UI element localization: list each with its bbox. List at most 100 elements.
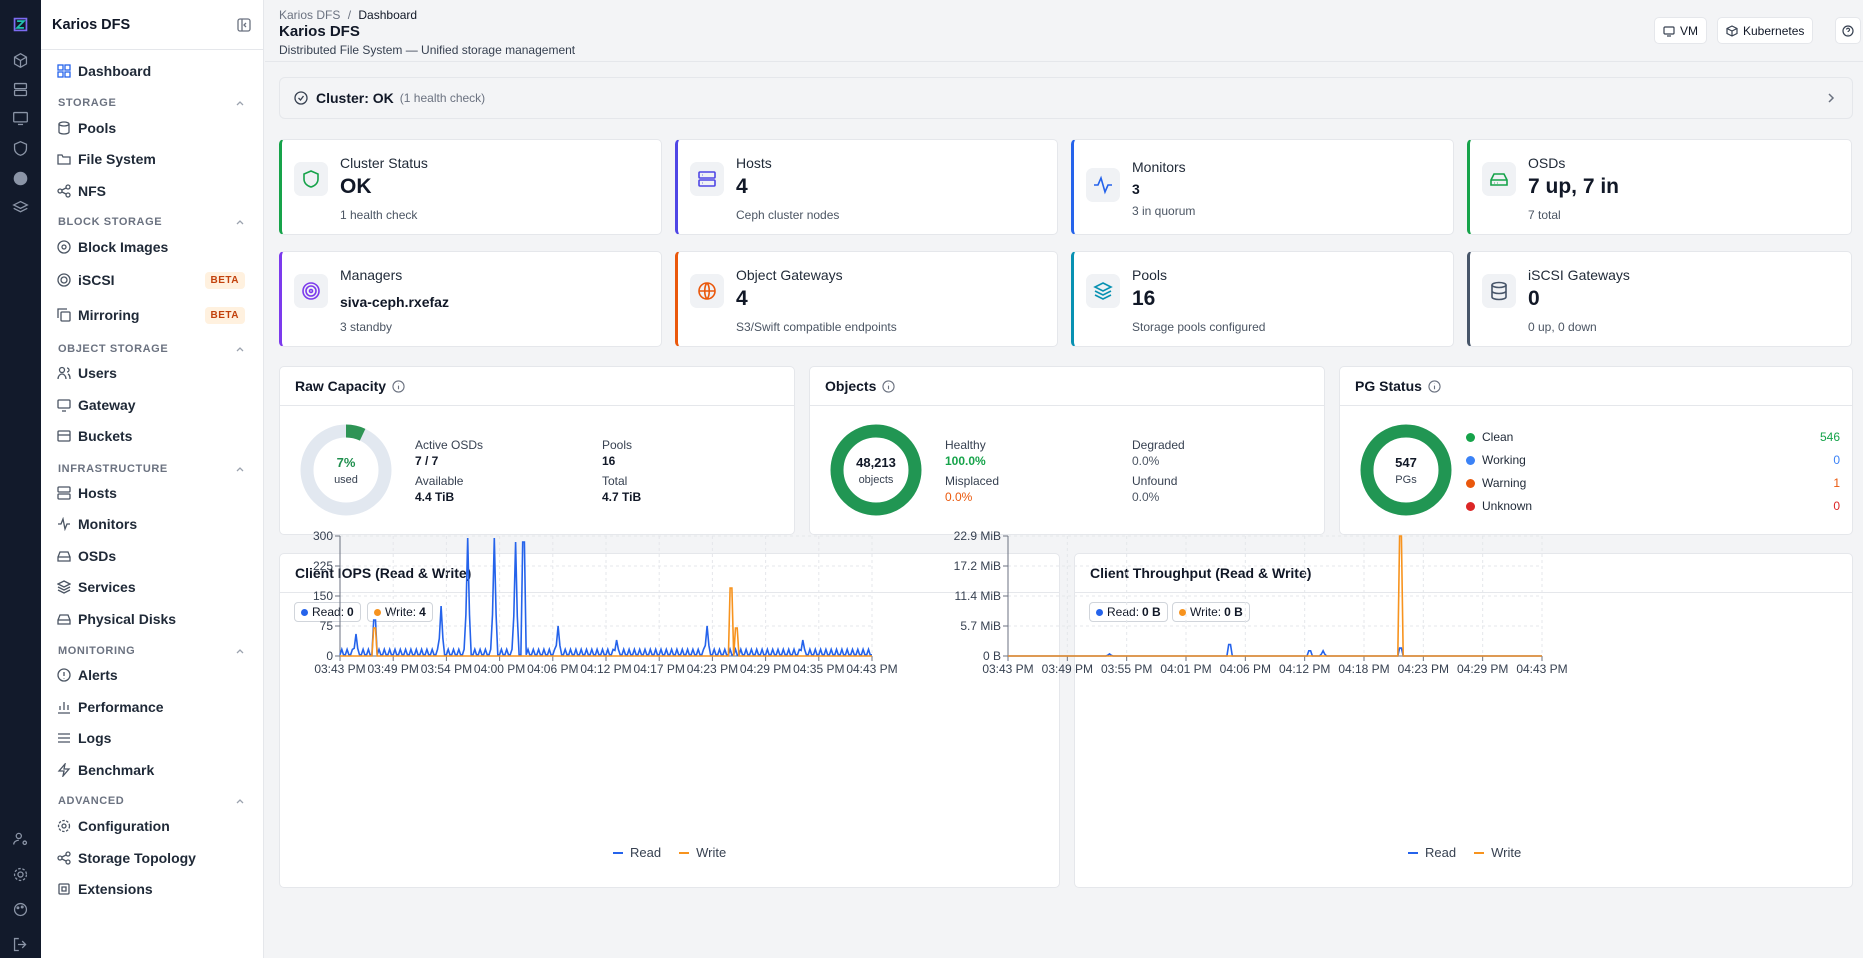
hard-drive-icon bbox=[1482, 162, 1516, 196]
ceph-icon[interactable] bbox=[10, 168, 30, 188]
legend-read-label[interactable]: Read bbox=[630, 845, 662, 860]
info-icon[interactable] bbox=[1428, 379, 1441, 393]
sidebar-item-extensions[interactable]: Extensions bbox=[57, 878, 245, 900]
sidebar-item-file-system[interactable]: File System bbox=[57, 148, 245, 170]
sidebar-item-monitors[interactable]: Monitors bbox=[57, 513, 245, 535]
stat-value: 100.0% bbox=[945, 454, 986, 468]
sidebar-item-iscsi[interactable]: iSCSI BETA bbox=[57, 269, 245, 291]
section-storage[interactable]: STORAGE bbox=[58, 97, 245, 109]
cube-icon[interactable] bbox=[10, 50, 30, 70]
section-block-storage[interactable]: BLOCK STORAGE bbox=[58, 216, 245, 228]
card-value: 16 bbox=[1132, 287, 1156, 310]
active-osds-stat: Active OSDs 7 / 7 bbox=[415, 438, 483, 468]
sidebar-item-gateway[interactable]: Gateway bbox=[57, 394, 245, 416]
health-detail: (1 health check) bbox=[399, 91, 486, 105]
sidebar-item-pools[interactable]: Pools bbox=[57, 117, 245, 139]
sidebar-item-configuration[interactable]: Configuration bbox=[57, 815, 245, 837]
throughput-line-chart: 0 B 5.7 MiB 11.4 MiB 17.2 MiB 22.9 MiB 03:43 … bbox=[954, 529, 1568, 676]
sidebar-item-benchmark[interactable]: Benchmark bbox=[57, 759, 245, 781]
palette-icon[interactable] bbox=[10, 899, 30, 919]
monitor-icon bbox=[57, 398, 71, 412]
card-subtext: Storage pools configured bbox=[1132, 320, 1266, 334]
donut-clean-arc bbox=[1360, 424, 1452, 516]
activity-icon bbox=[57, 517, 71, 531]
section-advanced[interactable]: ADVANCED bbox=[58, 795, 245, 807]
vm-button[interactable]: VM bbox=[1654, 17, 1707, 44]
y-tick-label: 5.7 MiB bbox=[960, 619, 1001, 633]
legend-write-label[interactable]: Write bbox=[1491, 845, 1522, 860]
sidebar-item-nfs[interactable]: NFS bbox=[57, 180, 245, 202]
user-settings-icon[interactable] bbox=[10, 828, 30, 848]
card-label: Managers bbox=[340, 267, 403, 283]
section-infrastructure[interactable]: INFRASTRUCTURE bbox=[58, 463, 245, 475]
legend-write-line bbox=[679, 851, 690, 854]
sidebar-item-buckets[interactable]: Buckets bbox=[57, 425, 245, 447]
sidebar-toggle-icon[interactable] bbox=[236, 17, 252, 33]
activity-icon bbox=[1086, 168, 1120, 202]
iscsi-gateways-card[interactable]: iSCSI Gateways 0 0 up, 0 down bbox=[1467, 251, 1852, 347]
shield-icon[interactable] bbox=[10, 138, 30, 158]
folder-icon bbox=[57, 152, 71, 166]
monitors-card[interactable]: Monitors 3 3 in quorum bbox=[1071, 139, 1454, 235]
sidebar-item-label: OSDs bbox=[78, 548, 117, 564]
logo-icon[interactable] bbox=[10, 14, 30, 34]
kubernetes-button[interactable]: Kubernetes bbox=[1717, 17, 1814, 44]
chip-dot bbox=[374, 608, 381, 616]
osds-card[interactable]: OSDs 7 up, 7 in 7 total bbox=[1467, 139, 1852, 235]
pools-card[interactable]: Pools 16 Storage pools configured bbox=[1071, 251, 1454, 347]
sidebar-item-services[interactable]: Services bbox=[57, 576, 245, 598]
sidebar-item-label: Logs bbox=[78, 730, 112, 746]
sidebar-item-performance[interactable]: Performance bbox=[57, 696, 245, 718]
help-button[interactable] bbox=[1835, 17, 1861, 44]
beta-badge: BETA bbox=[204, 306, 245, 324]
panel-title: Client Throughput (Read & Write) bbox=[1090, 565, 1312, 581]
breadcrumb-root[interactable]: Karios DFS bbox=[279, 8, 341, 22]
managers-card[interactable]: Managers siva-ceph.rxefaz 3 standby bbox=[279, 251, 662, 347]
layers-icon[interactable] bbox=[10, 197, 30, 217]
icon-rail bbox=[0, 0, 41, 958]
donut-used-arc bbox=[300, 424, 392, 516]
legend-read-label[interactable]: Read bbox=[1425, 845, 1457, 860]
info-icon[interactable] bbox=[392, 379, 405, 393]
sidebar-item-block-images[interactable]: Block Images bbox=[57, 236, 245, 258]
x-tick-label: 04:23 PM bbox=[1398, 662, 1449, 676]
y-tick-label: 300 bbox=[313, 529, 333, 543]
server-icon[interactable] bbox=[10, 79, 30, 99]
card-subtext: 3 in quorum bbox=[1132, 204, 1196, 218]
sidebar-item-logs[interactable]: Logs bbox=[57, 727, 245, 749]
sidebar-item-mirroring[interactable]: Mirroring BETA bbox=[57, 304, 245, 326]
card-label: Hosts bbox=[736, 155, 772, 171]
hosts-card[interactable]: Hosts 4 Ceph cluster nodes bbox=[675, 139, 1058, 235]
object-gateways-card[interactable]: Object Gateways 4 S3/Swift compatible en… bbox=[675, 251, 1058, 347]
cluster-health-bar[interactable]: Cluster: OK (1 health check) bbox=[279, 77, 1853, 119]
legend-read-line bbox=[1408, 851, 1418, 854]
legend-write-label[interactable]: Write bbox=[696, 845, 727, 860]
gear-icon[interactable] bbox=[10, 864, 30, 884]
sidebar-item-storage-topology[interactable]: Storage Topology bbox=[57, 847, 245, 869]
chip-value: 4 bbox=[419, 605, 426, 619]
sidebar-item-label: Buckets bbox=[78, 428, 133, 444]
sidebar: Karios DFS Dashboard STORAGE Pools File … bbox=[41, 0, 264, 958]
sidebar-item-osds[interactable]: OSDs bbox=[57, 545, 245, 567]
stat-label: Unfound bbox=[1132, 474, 1178, 488]
pg-row-value: 1 bbox=[1833, 476, 1840, 490]
breadcrumb-separator: / bbox=[347, 8, 352, 22]
cluster-status-card[interactable]: Cluster Status OK 1 health check bbox=[279, 139, 662, 235]
sidebar-item-physical-disks[interactable]: Physical Disks bbox=[57, 608, 245, 630]
info-icon[interactable] bbox=[882, 379, 895, 393]
sidebar-item-alerts[interactable]: Alerts bbox=[57, 664, 245, 686]
series-line-write bbox=[340, 587, 872, 657]
sidebar-item-dashboard[interactable]: Dashboard bbox=[57, 60, 245, 82]
sidebar-item-users[interactable]: Users bbox=[57, 362, 245, 384]
page-header: Karios DFS / Dashboard Karios DFS Distri… bbox=[265, 0, 1863, 62]
monitor-icon[interactable] bbox=[10, 108, 30, 128]
section-object-storage[interactable]: OBJECT STORAGE bbox=[58, 343, 245, 355]
card-label: Cluster Status bbox=[340, 155, 428, 171]
sidebar-item-hosts[interactable]: Hosts bbox=[57, 482, 245, 504]
main-content: Karios DFS / Dashboard Karios DFS Distri… bbox=[265, 0, 1863, 958]
sidebar-item-label: Benchmark bbox=[78, 762, 155, 778]
section-monitoring[interactable]: MONITORING bbox=[58, 645, 245, 657]
chip-label: Read: bbox=[312, 605, 345, 619]
logout-icon[interactable] bbox=[10, 934, 30, 954]
card-subtext: 1 health check bbox=[340, 208, 418, 222]
